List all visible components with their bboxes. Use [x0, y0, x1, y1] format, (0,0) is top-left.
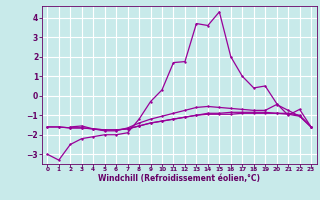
X-axis label: Windchill (Refroidissement éolien,°C): Windchill (Refroidissement éolien,°C) — [98, 174, 260, 183]
